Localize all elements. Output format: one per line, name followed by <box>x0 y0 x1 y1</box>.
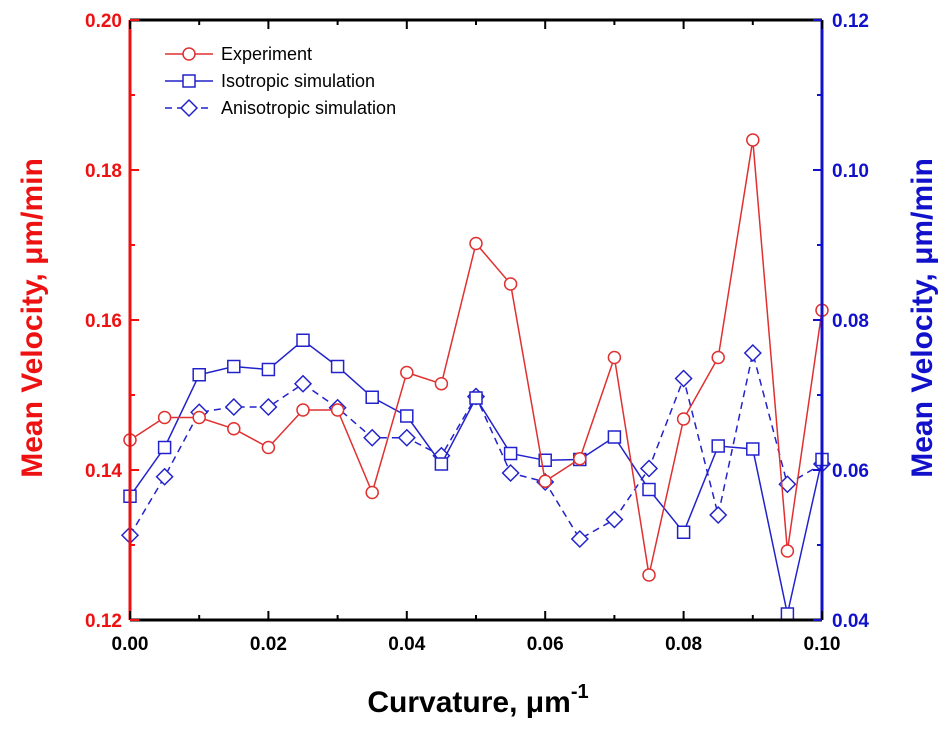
plot-area <box>120 133 832 621</box>
x-axis-title: Curvature, μm-1 <box>367 681 588 719</box>
data-point <box>503 446 518 461</box>
x-tick-label: 0.04 <box>388 634 425 655</box>
y-left-tick-label: 0.16 <box>85 311 122 332</box>
x-axis-title-exponent: -1 <box>571 681 589 703</box>
data-point <box>780 607 795 621</box>
data-point <box>570 529 589 549</box>
series-line <box>129 339 823 615</box>
data-point <box>400 409 414 423</box>
data-point <box>259 397 278 417</box>
data-point <box>192 410 206 425</box>
data-point <box>192 368 206 382</box>
data-point <box>746 133 760 147</box>
data-point <box>261 440 276 455</box>
data-point <box>711 439 725 453</box>
x-tick-label: 0.10 <box>804 634 841 655</box>
y-right-tick-label: 0.06 <box>832 461 869 482</box>
x-tick-label: 0.00 <box>112 634 149 655</box>
legend-entry: Isotropic simulation <box>165 71 375 91</box>
y-left-tick-label: 0.12 <box>85 611 122 632</box>
data-point <box>261 362 276 377</box>
legend-marker <box>182 47 196 61</box>
data-point <box>330 403 345 417</box>
data-point <box>469 391 483 405</box>
legend-entry: Anisotropic simulation <box>165 98 396 118</box>
legend-marker <box>179 98 199 118</box>
data-point <box>469 236 483 251</box>
data-point <box>642 568 656 582</box>
legend-marker <box>182 74 196 88</box>
data-point <box>365 390 379 404</box>
data-point <box>573 452 587 466</box>
x-tick-label: 0.02 <box>250 634 287 655</box>
data-point <box>157 440 172 455</box>
data-point <box>434 377 449 391</box>
data-point <box>501 463 520 483</box>
y-axis-right-title: Mean Velocity, μm/min <box>906 158 939 478</box>
data-point <box>330 359 345 374</box>
data-point <box>711 350 725 365</box>
data-point <box>674 369 693 388</box>
data-point <box>157 410 172 425</box>
y-left-tick-label: 0.18 <box>85 161 122 182</box>
series-anisotropic-simulation <box>120 343 832 549</box>
x-tick-label: 0.06 <box>527 634 564 655</box>
legend-entry: Experiment <box>165 44 312 64</box>
x-tick-label: 0.08 <box>665 634 702 655</box>
data-point <box>746 442 760 456</box>
data-point <box>642 482 656 497</box>
y-right-tick-label: 0.04 <box>832 611 869 632</box>
x-axis-title-main: Curvature, μm <box>367 686 570 719</box>
data-point <box>605 510 624 529</box>
data-point <box>743 343 762 363</box>
series-experiment <box>123 133 829 582</box>
data-point <box>538 474 552 488</box>
data-point <box>296 403 310 417</box>
axes: 0.00 0.02 0.04 0.06 0.08 0.10 0.12 0.14 0.16 0.18… <box>85 11 869 655</box>
data-point <box>397 428 416 447</box>
y-right-tick-label: 0.10 <box>832 161 869 182</box>
data-point <box>709 505 728 525</box>
data-point <box>363 428 382 447</box>
legend-label: Experiment <box>221 44 312 64</box>
data-point <box>639 459 659 478</box>
data-point <box>155 467 174 486</box>
data-point <box>227 422 241 436</box>
data-point <box>227 359 241 374</box>
data-point <box>365 485 379 500</box>
legend-label: Anisotropic simulation <box>221 98 396 118</box>
series-isotropic-simulation <box>123 333 829 621</box>
data-point <box>296 333 310 347</box>
data-point <box>293 374 313 393</box>
data-point <box>780 544 795 558</box>
data-point <box>400 365 414 380</box>
y-left-tick-label: 0.14 <box>85 461 122 482</box>
y-left-tick-label: 0.20 <box>85 11 122 32</box>
data-point <box>607 430 622 444</box>
y-axis-left-title: Mean Velocity, μm/min <box>16 158 49 478</box>
legend-label: Isotropic simulation <box>221 71 375 91</box>
data-point <box>434 457 449 471</box>
data-point <box>607 350 622 365</box>
data-point <box>676 412 691 426</box>
data-point <box>224 397 243 417</box>
y-right-tick-label: 0.08 <box>832 311 869 332</box>
data-point <box>676 525 691 539</box>
y-right-tick-label: 0.12 <box>832 11 869 32</box>
data-point <box>503 277 518 291</box>
legend: Experiment Isotropic simulation Anisotropi… <box>165 44 396 118</box>
